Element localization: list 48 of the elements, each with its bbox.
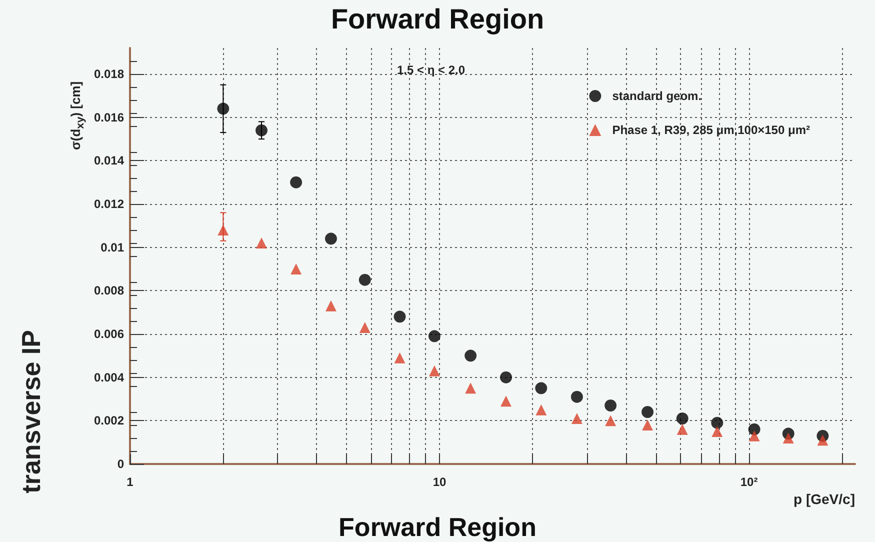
y-tick-label: 0.016 (94, 110, 124, 124)
y-tick-label: 0.018 (94, 67, 124, 81)
point (605, 415, 616, 426)
point (428, 330, 440, 342)
point (325, 300, 336, 312)
x-tick-label: 10 (432, 475, 447, 489)
point (642, 420, 654, 430)
point (428, 365, 440, 376)
point (536, 404, 547, 416)
point (817, 434, 828, 446)
point (500, 396, 512, 407)
point (394, 352, 406, 364)
point (782, 432, 794, 444)
point (500, 371, 512, 384)
y-tick-label: 0.002 (94, 414, 124, 428)
point (359, 322, 370, 333)
point (642, 406, 654, 418)
text: Forward Region (338, 512, 536, 542)
point (570, 390, 583, 403)
point (464, 350, 477, 362)
y-tick-label: 0.012 (94, 197, 124, 211)
point (676, 424, 688, 435)
point (748, 430, 760, 442)
point (712, 426, 723, 437)
y-tick-label: 0.01 (100, 240, 124, 254)
point (571, 413, 582, 424)
x-axis-title: p [GeV/c] (794, 491, 855, 507)
y-tick-label: 0.004 (94, 370, 124, 384)
point (711, 416, 724, 429)
point (465, 382, 476, 394)
y-tick-label: 0.008 (94, 284, 124, 298)
point (394, 310, 406, 323)
text: transverse IP (16, 330, 46, 494)
x-tick-label: 10² (740, 475, 758, 489)
y-tick-label: 0 (117, 457, 124, 471)
legend-label: Phase 1, R39, 285 μm,100×150 μm² (612, 123, 810, 137)
legend-label: standard geom. (612, 89, 702, 103)
point (324, 232, 337, 245)
point (676, 412, 688, 424)
chart-title: Forward Region (330, 4, 544, 34)
point (358, 274, 371, 286)
y-tick-label: 0.006 (94, 327, 124, 341)
point (535, 382, 548, 394)
y-tick-label: 0.014 (94, 154, 124, 168)
point (604, 400, 617, 412)
point (218, 224, 229, 236)
point (217, 102, 230, 115)
x-tick-label: 1 (126, 475, 134, 489)
